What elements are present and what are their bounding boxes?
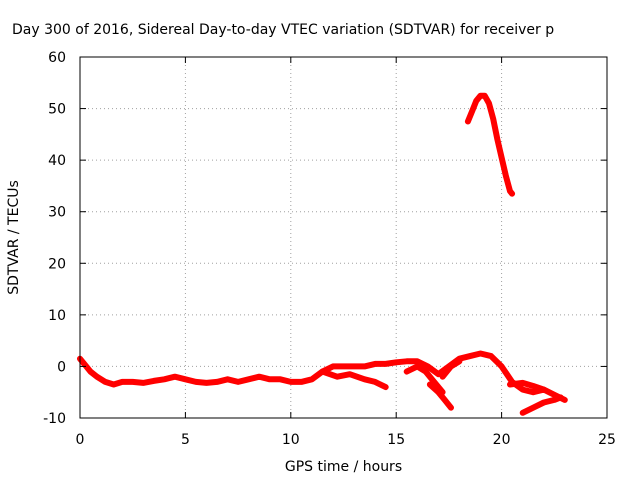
- grid: [80, 57, 607, 418]
- series-branch-b: [403, 363, 446, 396]
- series-branch-c: [426, 381, 454, 411]
- x-tick-label: 0: [76, 432, 85, 448]
- y-tick-label: 30: [48, 205, 66, 221]
- y-tick-label: 10: [48, 308, 66, 324]
- y-tick-label: -10: [43, 411, 66, 427]
- x-tick-label: 20: [493, 432, 511, 448]
- series-branch-d: [439, 358, 463, 380]
- y-tick-label: 40: [48, 153, 66, 169]
- ticks: 0 5 10 15 20 25 -10 0 10 20 30 40 50 60: [43, 50, 616, 448]
- series-main-trace: [77, 350, 568, 403]
- series-group: [77, 92, 568, 416]
- plot-frame: [79, 56, 608, 419]
- y-tick-label: 20: [48, 256, 66, 272]
- series-branch-e: [519, 394, 564, 416]
- y-tick-label: 60: [48, 50, 66, 66]
- x-tick-label: 25: [598, 432, 616, 448]
- x-tick-label: 10: [282, 432, 300, 448]
- x-tick-label: 5: [181, 432, 190, 448]
- y-tick-label: 50: [48, 102, 66, 118]
- series-branch-a: [319, 368, 389, 391]
- series-branch-f: [507, 379, 547, 393]
- series-upper-arc: [464, 92, 516, 197]
- y-tick-label: 0: [57, 359, 66, 375]
- y-axis-label: SDTVAR / TECUs: [6, 180, 22, 295]
- x-tick-label: 15: [387, 432, 405, 448]
- x-axis-label: GPS time / hours: [285, 459, 402, 475]
- chart-title: Day 300 of 2016, Sidereal Day-to-day VTE…: [12, 22, 554, 38]
